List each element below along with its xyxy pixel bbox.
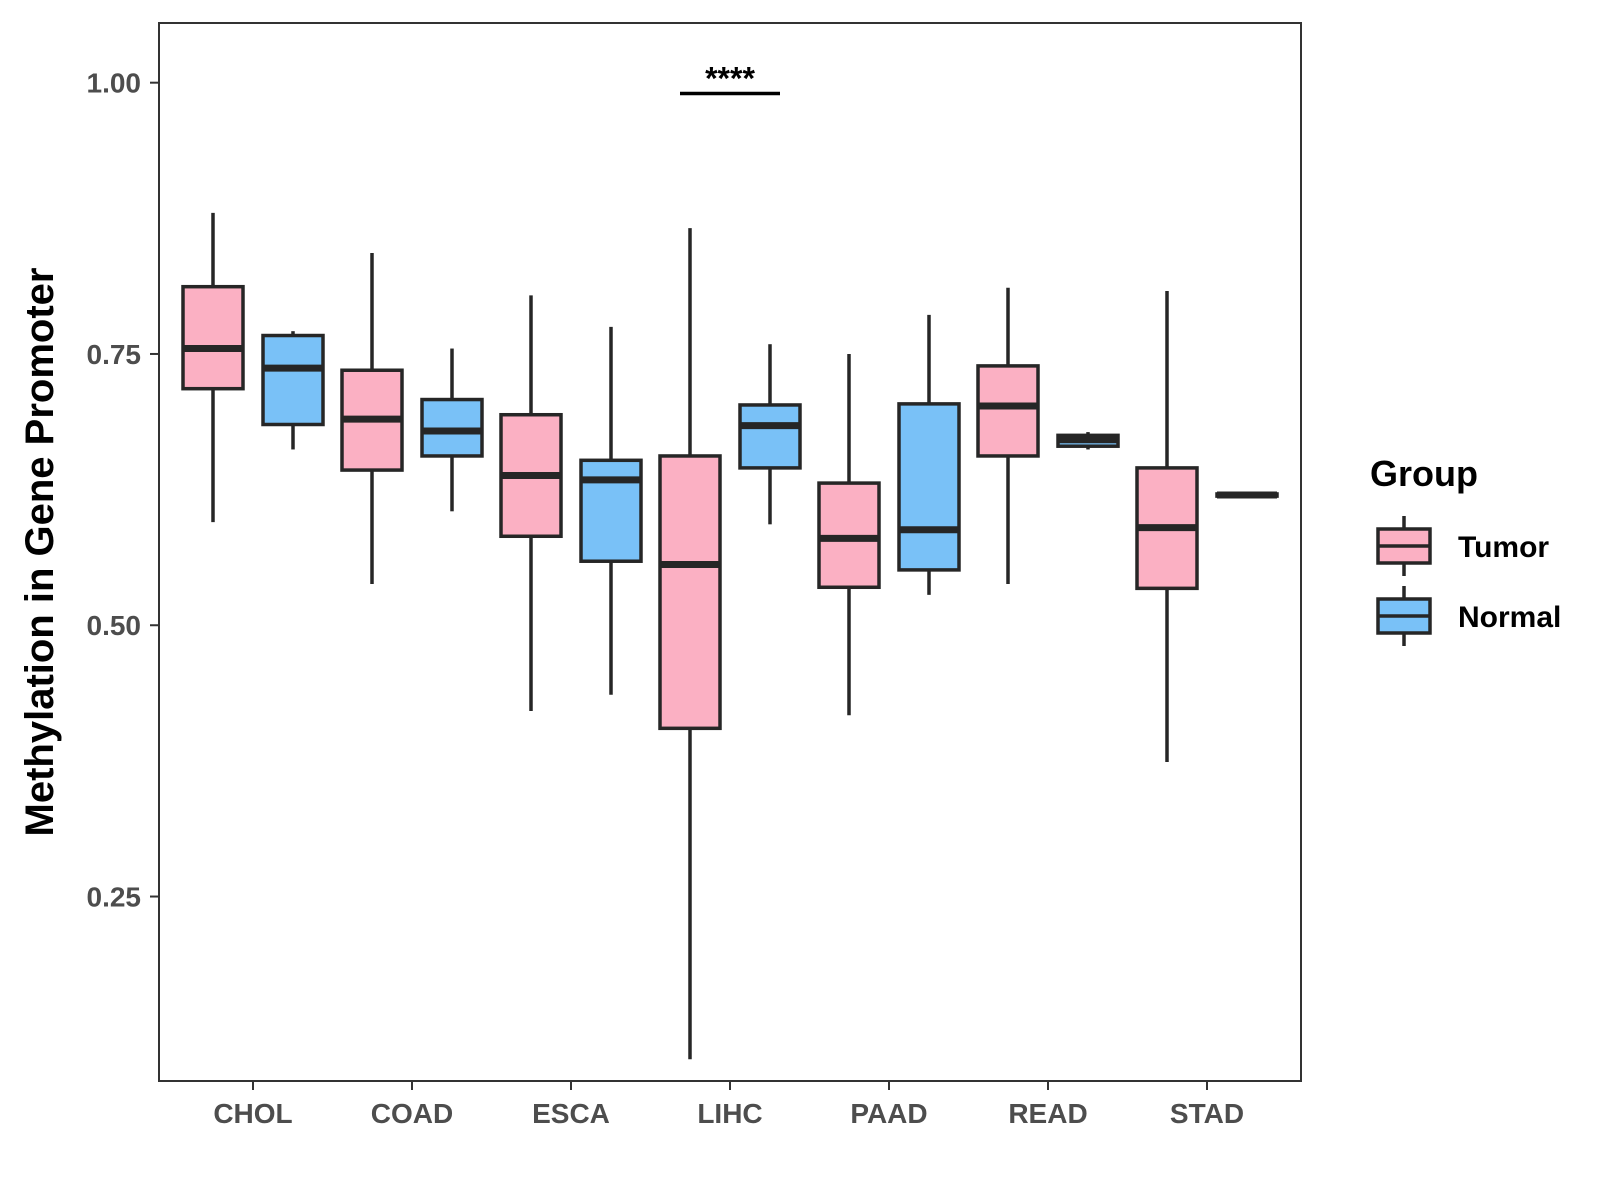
x-tick-label: PAAD xyxy=(850,1098,927,1129)
box-normal-chol xyxy=(261,331,325,450)
legend-title: Group xyxy=(1370,453,1478,494)
legend-label-tumor: Tumor xyxy=(1458,531,1549,564)
plot-panel xyxy=(158,22,1302,1082)
box-series xyxy=(181,212,1279,1060)
box-tumor-esca xyxy=(499,295,563,711)
x-tick-label: ESCA xyxy=(532,1098,610,1129)
box-iqr xyxy=(897,402,961,572)
box-normal-paad xyxy=(897,314,961,595)
y-tick-label: 0.50 xyxy=(87,610,142,641)
box-iqr xyxy=(658,454,722,731)
legend-label-normal: Normal xyxy=(1458,601,1561,634)
box-normal-stad xyxy=(1215,491,1279,499)
x-tick-label: CHOL xyxy=(213,1098,292,1129)
box-tumor-paad xyxy=(817,353,881,716)
box-tumor-coad xyxy=(340,253,404,585)
box-normal-read xyxy=(1056,432,1120,450)
legend-item-tumor: Tumor xyxy=(1376,516,1549,576)
legend-item-normal: Normal xyxy=(1376,586,1561,646)
x-tick-label: COAD xyxy=(371,1098,453,1129)
significance-label: **** xyxy=(705,61,755,97)
box-iqr xyxy=(579,458,643,563)
x-tick-label: STAD xyxy=(1170,1098,1244,1129)
significance-annotations: **** xyxy=(680,61,780,97)
box-tumor-lihc xyxy=(658,228,722,1060)
y-axis: 0.25 0.50 0.75 1.00 xyxy=(87,68,159,913)
box-normal-lihc xyxy=(738,344,802,525)
box-tumor-read xyxy=(976,287,1040,585)
legend: Group Tumor Normal xyxy=(1370,453,1561,646)
box-tumor-chol xyxy=(181,212,245,523)
box-normal-esca xyxy=(579,326,643,695)
box-tumor-stad xyxy=(1135,291,1199,762)
x-axis: CHOL COAD ESCA LIHC PAAD READ STAD xyxy=(213,1081,1244,1129)
box-normal-coad xyxy=(420,348,484,512)
x-tick-label: READ xyxy=(1008,1098,1087,1129)
y-tick-label: 1.00 xyxy=(87,68,142,99)
box-iqr xyxy=(261,333,325,427)
box-iqr xyxy=(181,284,245,391)
box-iqr xyxy=(738,403,802,470)
y-tick-label: 0.25 xyxy=(87,882,142,913)
y-axis-title: Methylation in Gene Promoter xyxy=(18,268,62,837)
x-tick-label: LIHC xyxy=(697,1098,762,1129)
box-iqr xyxy=(976,364,1040,458)
y-tick-label: 0.75 xyxy=(87,339,142,370)
